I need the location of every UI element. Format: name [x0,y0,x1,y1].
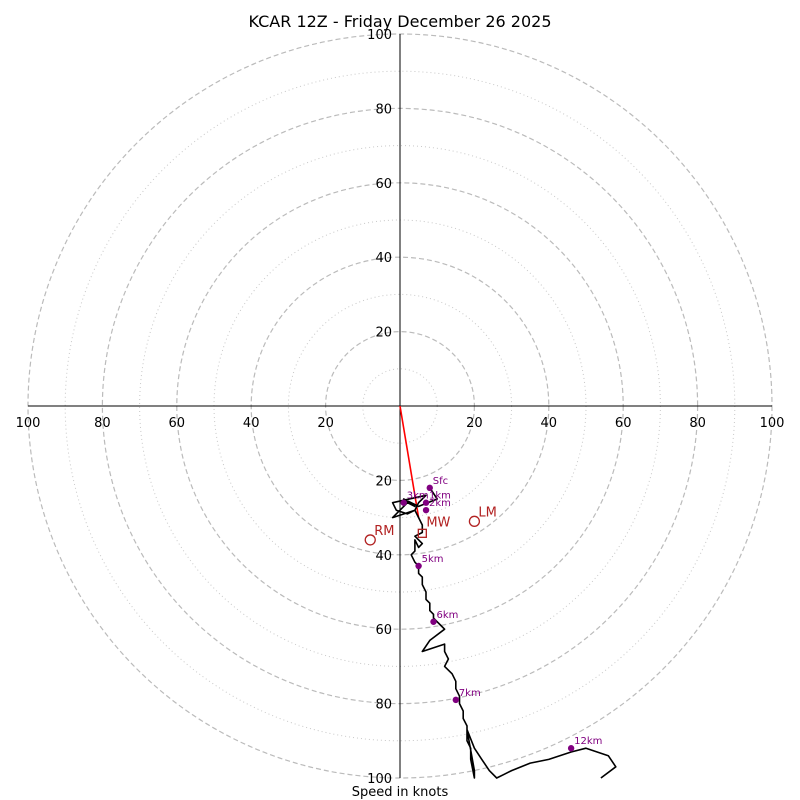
tick-label-x-right-60: 60 [615,416,632,431]
tick-label-y-bottom-100: 100 [367,772,392,787]
height-point-7km [452,696,459,704]
tick-label-x-right-100: 100 [760,416,785,431]
tick-label-x-left-60: 60 [169,416,186,431]
height-point-1km [422,499,430,506]
height-label-sfc: Sfc [433,476,448,487]
storm-motion-rm-label: RM [374,524,394,539]
chart-title: KCAR 12Z - Friday December 26 2025 [249,12,552,31]
height-point-sfc [426,484,433,492]
height-label-5km: 5km [422,554,444,565]
storm-motion-lm-marker [468,515,481,527]
tick-label-y-top-20: 20 [375,326,392,341]
height-point-3km [400,499,407,506]
height-label-6km: 6km [436,610,458,621]
tick-label-x-left-40: 40 [243,416,260,431]
height-label-3km: 3km [407,491,429,502]
tick-label-x-left-20: 20 [317,416,334,431]
tick-label-y-bottom-40: 40 [375,549,392,564]
height-label-7km: 7km [459,688,481,699]
height-point-2km [422,506,430,514]
storm-motion-mw-marker [417,528,427,538]
storm-motion-mw-label: MW [426,515,450,530]
shear-vector-line [399,405,420,518]
tick-label-y-top-40: 40 [375,251,392,266]
storm-motion-lm-label: LM [478,505,496,520]
storm-motion-markers: RM LM MW [364,505,497,546]
tick-label-x-right-20: 20 [466,416,483,431]
tick-label-y-top-100: 100 [367,28,392,43]
tick-label-y-top-60: 60 [375,177,392,192]
tick-label-x-left-100: 100 [16,416,41,431]
tick-label-y-top-80: 80 [375,102,392,117]
tick-label-y-bottom-80: 80 [375,698,392,713]
height-label-1km: 1km [429,491,451,502]
height-point-6km [430,618,437,625]
tick-label-x-left-80: 80 [94,416,111,431]
height-label-2km: 2km [429,498,451,509]
storm-motion-rm-marker [364,534,376,546]
tick-label-y-bottom-20: 20 [375,474,392,489]
tick-label-x-right-40: 40 [541,416,558,431]
height-point-5km [415,562,422,570]
height-point-12km [567,745,575,752]
shear-vector [399,405,420,518]
height-label-12km: 12km [574,736,602,747]
tick-label-x-right-80: 80 [689,416,706,431]
x-axis-label: Speed in knots [352,785,449,800]
tick-label-y-bottom-60: 60 [375,623,392,638]
tick-labels: 20 20 20 20 40 40 40 40 60 60 60 60 80 80 80 80 100 100 10… [16,28,785,787]
